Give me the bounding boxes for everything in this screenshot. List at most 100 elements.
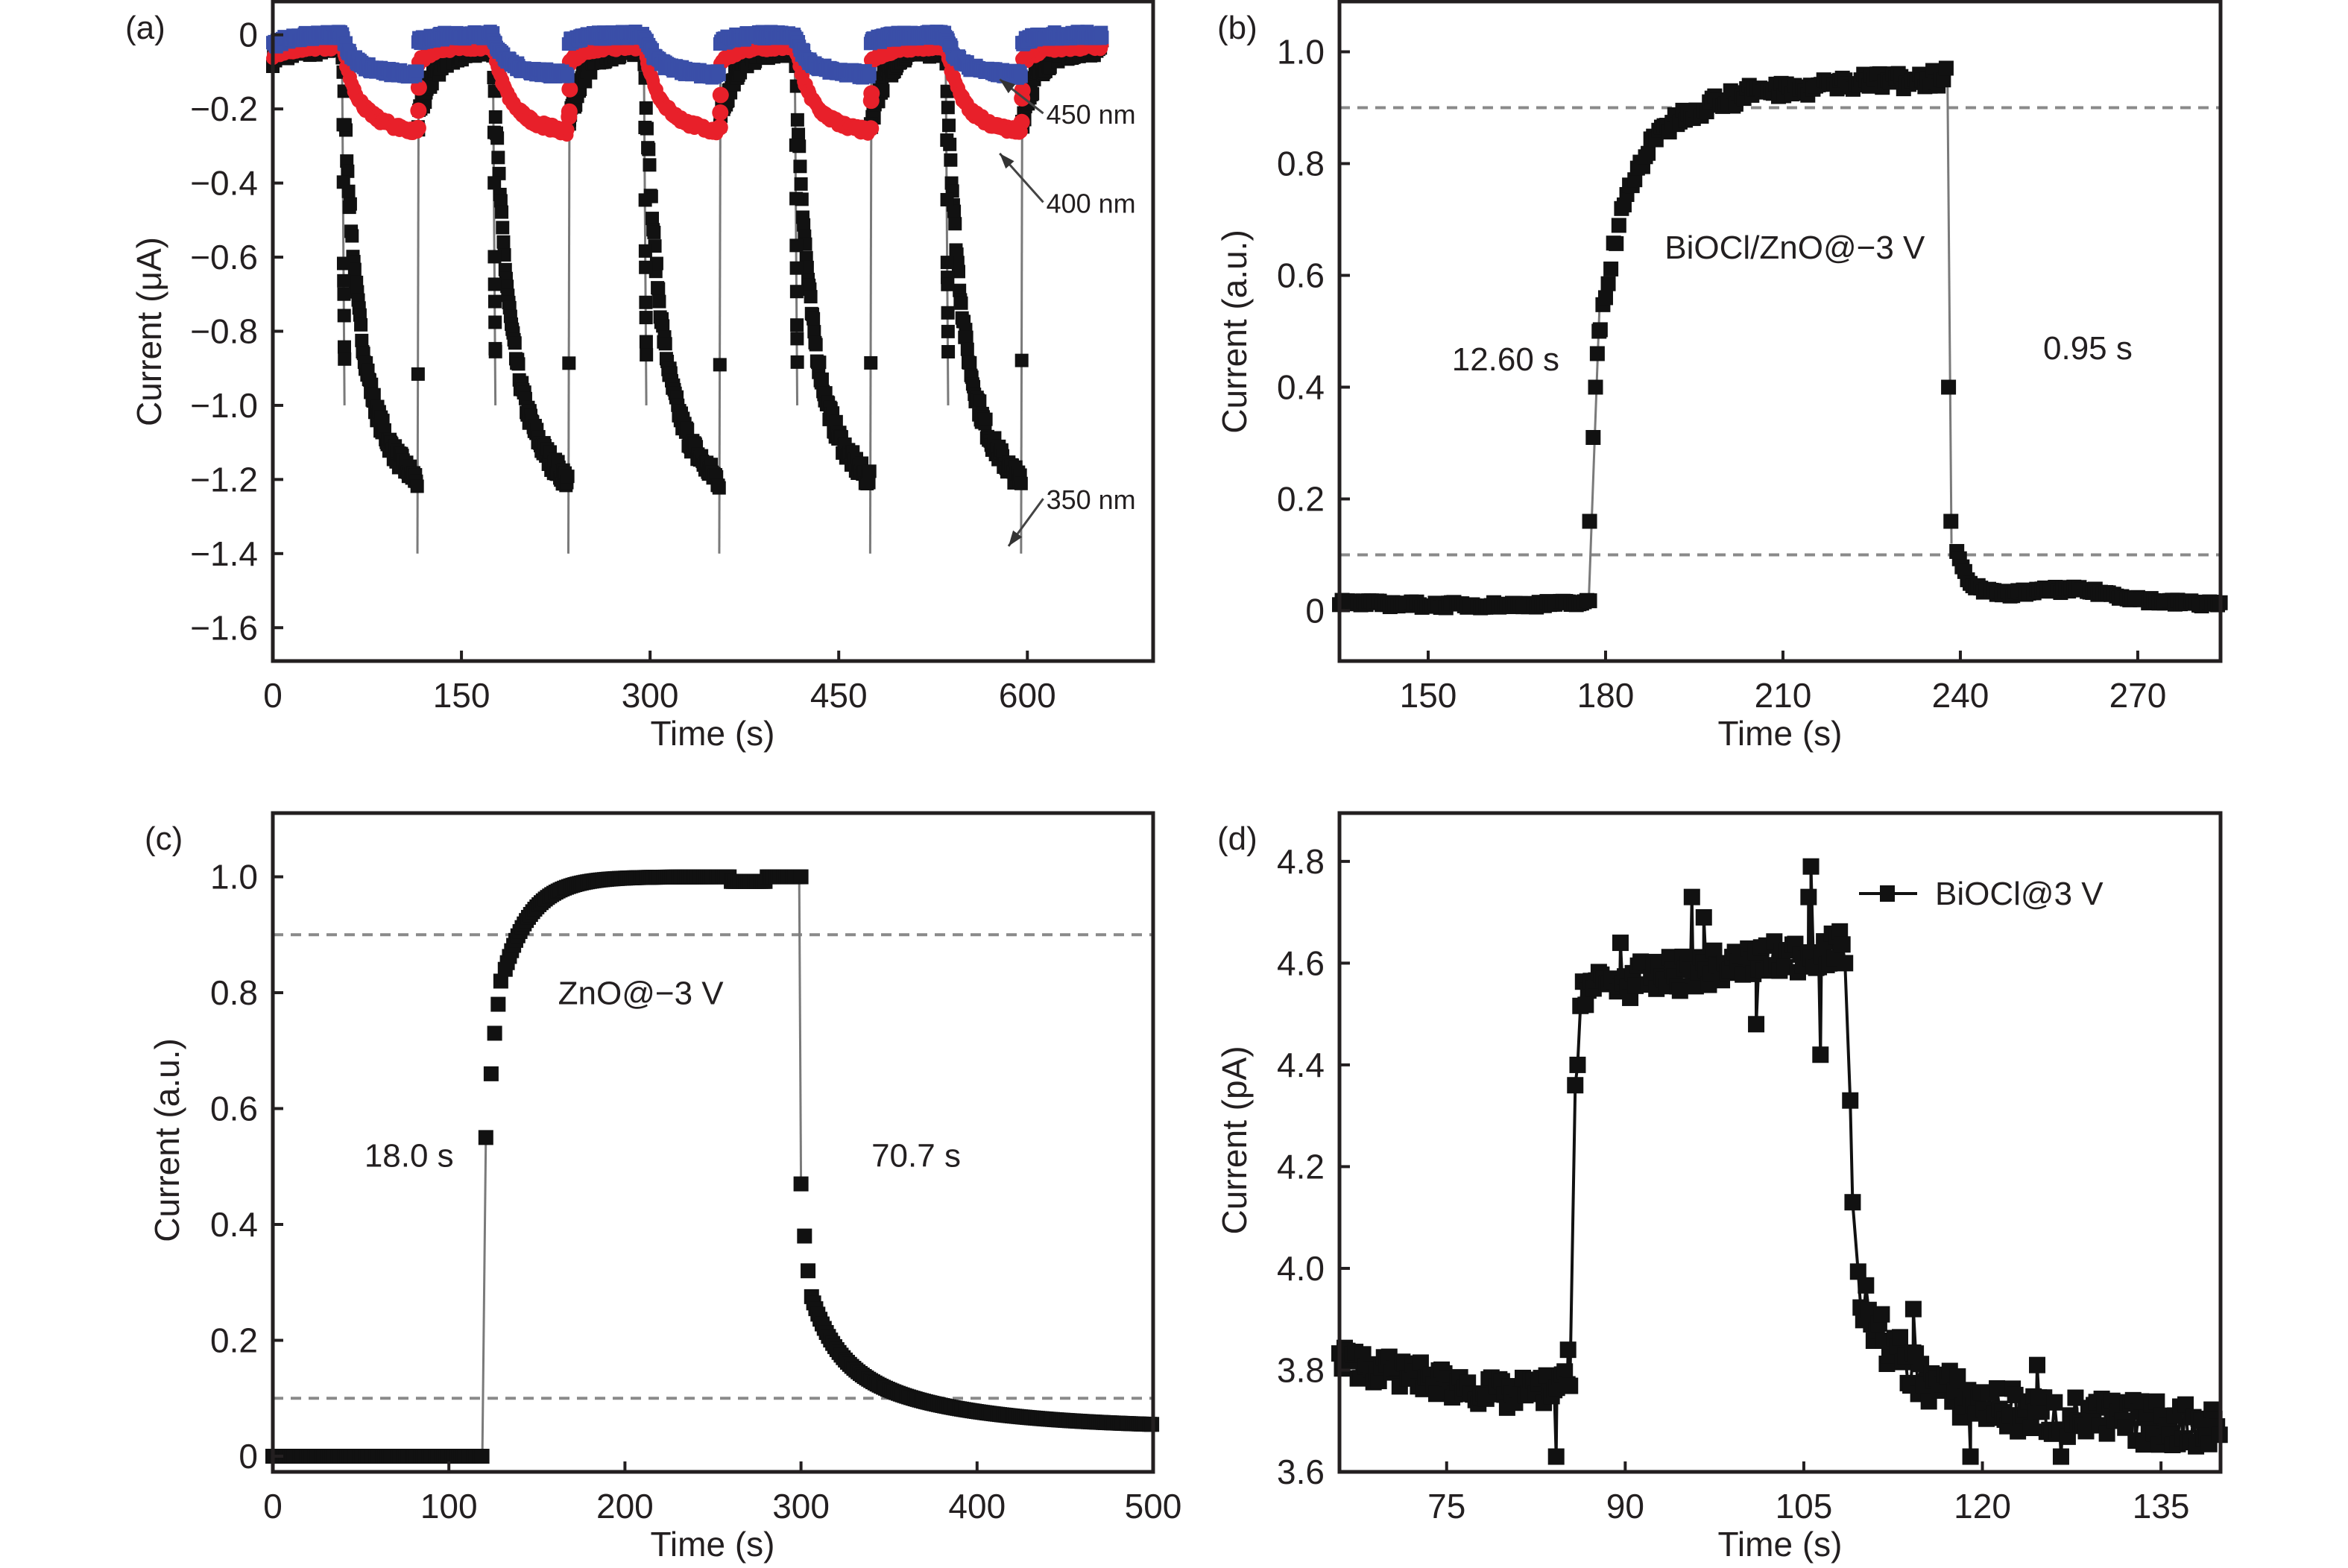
data-point — [1538, 1367, 1555, 1384]
x-tick-label: 400 — [948, 1487, 1006, 1526]
x-tick-label: 300 — [622, 676, 679, 715]
transition-point — [638, 244, 652, 258]
data-point — [642, 142, 656, 157]
panel-a: (a) 0 150 300 450 600 0 −0.2 −0.4 −0.6 −0.8 −1.0 −1… — [125, 0, 1155, 753]
data-point — [343, 197, 357, 211]
data-point — [2117, 1419, 2134, 1436]
data-point — [1873, 1306, 1890, 1323]
y-tick-label: 1.0 — [1277, 33, 1325, 72]
transition-point — [862, 120, 880, 137]
series-connector — [793, 45, 799, 405]
panel-label-c: (c) — [145, 821, 183, 857]
transition-point — [478, 1130, 493, 1145]
data-point — [948, 217, 962, 231]
transition-point — [336, 175, 350, 189]
data-point — [793, 869, 809, 885]
data-point — [1627, 977, 1644, 994]
y-tick-label: −1.2 — [190, 460, 258, 499]
data-point — [959, 330, 973, 344]
data-point — [496, 221, 510, 235]
y-tick-label: 0 — [239, 1437, 258, 1476]
outlier-point — [1559, 1341, 1577, 1359]
data-point — [712, 67, 726, 81]
data-point — [944, 153, 958, 167]
transition-point — [562, 356, 576, 370]
y-tick-label: −0.2 — [190, 89, 258, 128]
data-point — [2177, 1396, 2194, 1413]
data-point — [1671, 982, 1688, 999]
transition-point — [409, 119, 426, 136]
data-point — [1687, 978, 1704, 995]
data-point — [862, 475, 876, 490]
panel-c-annotations: ZnO@−3 V 18.0 s 70.7 s — [364, 976, 961, 1175]
transition-point — [793, 1176, 809, 1192]
data-point — [862, 464, 877, 478]
data-point — [829, 414, 843, 429]
data-point — [1858, 1277, 1875, 1294]
data-point — [1849, 1263, 1866, 1280]
annotation-label: 0.95 s — [2043, 330, 2133, 367]
data-point — [410, 64, 424, 78]
transition-point — [411, 367, 425, 381]
data-point — [793, 159, 807, 174]
data-point — [656, 319, 670, 333]
data-point — [491, 151, 505, 165]
data-point — [639, 101, 653, 115]
series-400-nm — [266, 36, 1109, 142]
data-point — [1603, 261, 1619, 276]
data-point — [807, 312, 821, 326]
data-point — [797, 218, 811, 232]
x-tick-label: 105 — [1776, 1487, 1833, 1526]
data-point — [681, 423, 695, 437]
data-point — [511, 357, 526, 371]
data-point — [341, 164, 355, 178]
data-point — [2010, 1423, 2027, 1440]
transition-point — [790, 355, 804, 369]
transition-point — [941, 306, 955, 320]
panel-b-reference-lines — [1339, 106, 2221, 557]
data-point — [651, 282, 666, 296]
transition-point — [336, 118, 350, 132]
data-point — [2148, 1393, 2165, 1410]
transition-point — [639, 311, 653, 325]
data-point — [800, 260, 814, 274]
annotation-label: 12.60 s — [1452, 341, 1559, 378]
transition-point — [940, 192, 954, 206]
transition-point — [789, 261, 804, 275]
outlier-point — [2052, 1448, 2069, 1465]
data-point — [1705, 942, 1723, 959]
data-point — [963, 355, 977, 370]
y-tick-label: −0.8 — [190, 312, 258, 351]
data-point — [646, 212, 660, 226]
transition-point — [712, 104, 729, 121]
data-point — [1936, 72, 1951, 88]
y-tick-label: 3.8 — [1277, 1350, 1325, 1389]
data-point — [508, 336, 522, 350]
data-point — [1831, 923, 1849, 940]
data-point — [1949, 1368, 1966, 1385]
transition-point — [638, 193, 652, 207]
outlier-point — [1695, 908, 1712, 926]
legend-marker — [1880, 885, 1895, 902]
panel-label-a: (a) — [125, 10, 165, 46]
data-point — [347, 262, 362, 276]
data-point — [2007, 1386, 2024, 1403]
data-point — [1428, 1385, 1445, 1403]
transition-point — [483, 1066, 499, 1081]
data-point — [355, 333, 369, 347]
x-axis-title-b: Time (s) — [1718, 714, 1843, 753]
transition-point — [789, 138, 803, 152]
outlier-point — [1812, 1046, 1829, 1063]
transition-point — [640, 348, 654, 362]
legend-label: BiOCl@3 V — [1935, 876, 2104, 912]
panel-b-frame — [1337, 0, 2223, 663]
data-point — [790, 113, 804, 127]
panel-b-annotations: BiOCl/ZnO@−3 V 12.60 s 0.95 s — [1452, 230, 2133, 378]
data-point — [1641, 145, 1656, 161]
annotation-arrowhead — [1000, 79, 1016, 94]
outlier-point — [2029, 1356, 2046, 1373]
x-tick-label: 270 — [2109, 676, 2167, 715]
y-tick-label: 0.2 — [1277, 480, 1325, 519]
transition-point — [789, 285, 804, 299]
